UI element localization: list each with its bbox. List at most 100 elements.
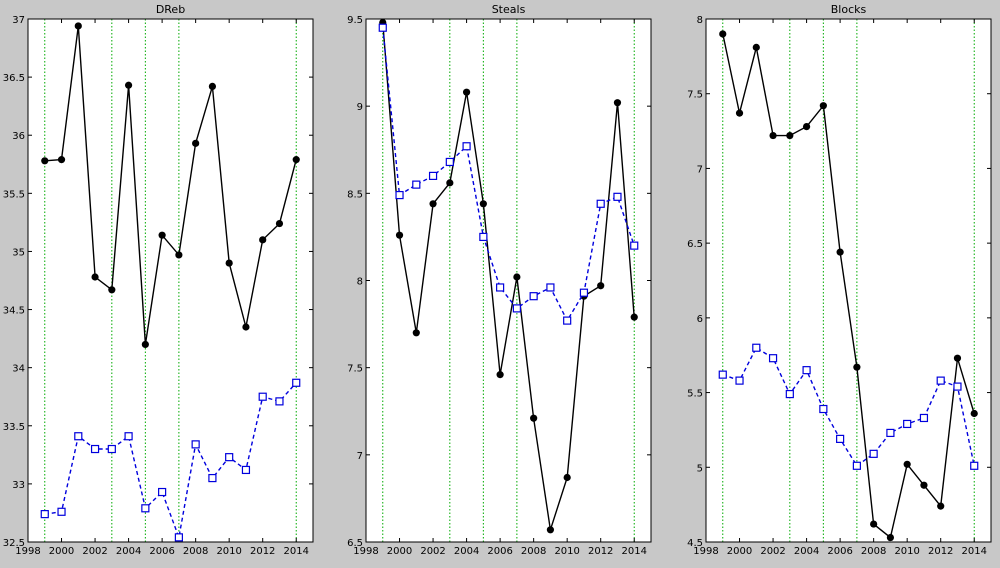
- data-point-square: [479, 232, 488, 242]
- data-point-square: [768, 354, 778, 363]
- y-tick-label: 34.5: [3, 306, 25, 317]
- data-point-square: [529, 292, 538, 301]
- data-point-square: [292, 378, 301, 387]
- data-point-square: [124, 432, 133, 441]
- data-point-dot: [175, 251, 183, 259]
- data-point-dot: [836, 248, 844, 256]
- data-point-dot: [91, 273, 99, 281]
- data-point-dot: [546, 526, 555, 534]
- x-tick-label: 2012: [588, 546, 613, 557]
- y-tick-label: 32.5: [3, 538, 25, 549]
- y-tick-label: 8: [697, 15, 703, 26]
- data-point-dot: [446, 179, 454, 187]
- data-point-square: [970, 461, 979, 470]
- data-point-square: [428, 171, 438, 180]
- data-point-square: [563, 316, 572, 325]
- x-tick-label: 2000: [387, 546, 412, 557]
- y-tick-label: 35.5: [3, 189, 25, 200]
- x-tick-label: 2004: [794, 546, 819, 557]
- chart-title: DReb: [156, 3, 185, 16]
- y-tick-label: 4.5: [687, 538, 703, 549]
- data-point-square: [613, 192, 622, 201]
- series-line-dashed: [382, 27, 635, 323]
- x-tick-label: 2010: [216, 546, 241, 557]
- x-tick-label: 1998: [353, 546, 378, 557]
- series-line-dashed: [44, 382, 297, 541]
- data-point-square: [579, 288, 589, 297]
- data-point-dot: [242, 323, 250, 331]
- data-point-square: [496, 283, 505, 292]
- data-point-dot: [192, 139, 200, 147]
- data-point-square: [462, 142, 471, 151]
- axes-frame: [27, 18, 314, 543]
- data-point-dot: [819, 102, 827, 110]
- x-tick-label: 2014: [622, 546, 647, 557]
- y-tick-label: 8.5: [347, 189, 363, 200]
- x-tick-label: 2008: [861, 546, 886, 557]
- data-point-dot: [752, 43, 760, 51]
- y-tick-label: 33.5: [3, 422, 25, 433]
- data-point-square: [785, 389, 794, 399]
- data-point-dot: [141, 340, 149, 349]
- x-tick-label: 2002: [82, 546, 107, 557]
- x-tick-label: 2006: [149, 546, 174, 557]
- data-point-square: [141, 504, 150, 513]
- x-tick-label: 1998: [15, 546, 40, 557]
- y-tick-label: 36: [12, 131, 25, 142]
- data-point-dot: [563, 473, 571, 482]
- data-point-dot: [275, 219, 284, 228]
- plot-area: [28, 19, 313, 542]
- data-point-dot: [886, 533, 895, 542]
- y-tick-label: 7: [357, 451, 363, 462]
- y-tick-label: 37: [12, 15, 25, 26]
- data-point-dot: [613, 99, 622, 107]
- x-tick-label: 2002: [760, 546, 785, 557]
- data-point-dot: [496, 371, 504, 379]
- data-point-dot: [259, 236, 267, 244]
- data-point-dot: [158, 231, 166, 239]
- data-point-dot: [479, 200, 487, 208]
- y-tick-label: 9.5: [347, 15, 363, 26]
- data-point-square: [936, 376, 945, 385]
- data-point-square: [886, 428, 895, 438]
- data-point-square: [107, 444, 116, 454]
- series-line-dashed: [722, 346, 975, 467]
- y-tick-label: 6.5: [687, 239, 703, 250]
- x-tick-label: 2002: [420, 546, 445, 557]
- y-tick-label: 6: [697, 314, 703, 325]
- data-point-square: [258, 392, 267, 401]
- series-line-solid: [722, 33, 975, 539]
- series-line-solid: [382, 22, 635, 531]
- chart-title: Steals: [492, 3, 526, 16]
- data-point-square: [158, 487, 167, 497]
- x-tick-label: 2012: [928, 546, 953, 557]
- data-point-square: [90, 444, 100, 454]
- data-point-dot: [597, 282, 605, 290]
- data-point-dot: [970, 409, 978, 418]
- data-point-dot: [735, 109, 744, 117]
- x-tick-label: 2000: [49, 546, 74, 557]
- chart-panel-blocks: Blocks 1998 2000 2002 2004 2006 2008 2010 2012 20…: [687, 3, 992, 557]
- data-point-square: [378, 23, 387, 32]
- y-tick-label: 8: [357, 277, 363, 288]
- data-point-dot: [208, 82, 217, 91]
- data-point-dot: [124, 81, 133, 89]
- x-tick-label: 2008: [183, 546, 208, 557]
- data-point-square: [869, 449, 878, 458]
- data-point-dot: [462, 88, 471, 96]
- data-point-dot: [937, 502, 945, 510]
- data-point-square: [852, 461, 861, 470]
- data-point-dot: [57, 156, 66, 164]
- data-point-dot: [429, 200, 437, 208]
- data-point-square: [412, 180, 421, 189]
- data-point-square: [919, 413, 929, 423]
- data-point-dot: [953, 354, 962, 362]
- data-point-dot: [292, 156, 300, 164]
- data-point-dot: [530, 414, 538, 422]
- data-point-square: [802, 366, 811, 375]
- data-point-dot: [719, 30, 727, 38]
- data-point-square: [836, 434, 845, 443]
- x-tick-label: 2010: [554, 546, 579, 557]
- data-point-square: [596, 199, 605, 208]
